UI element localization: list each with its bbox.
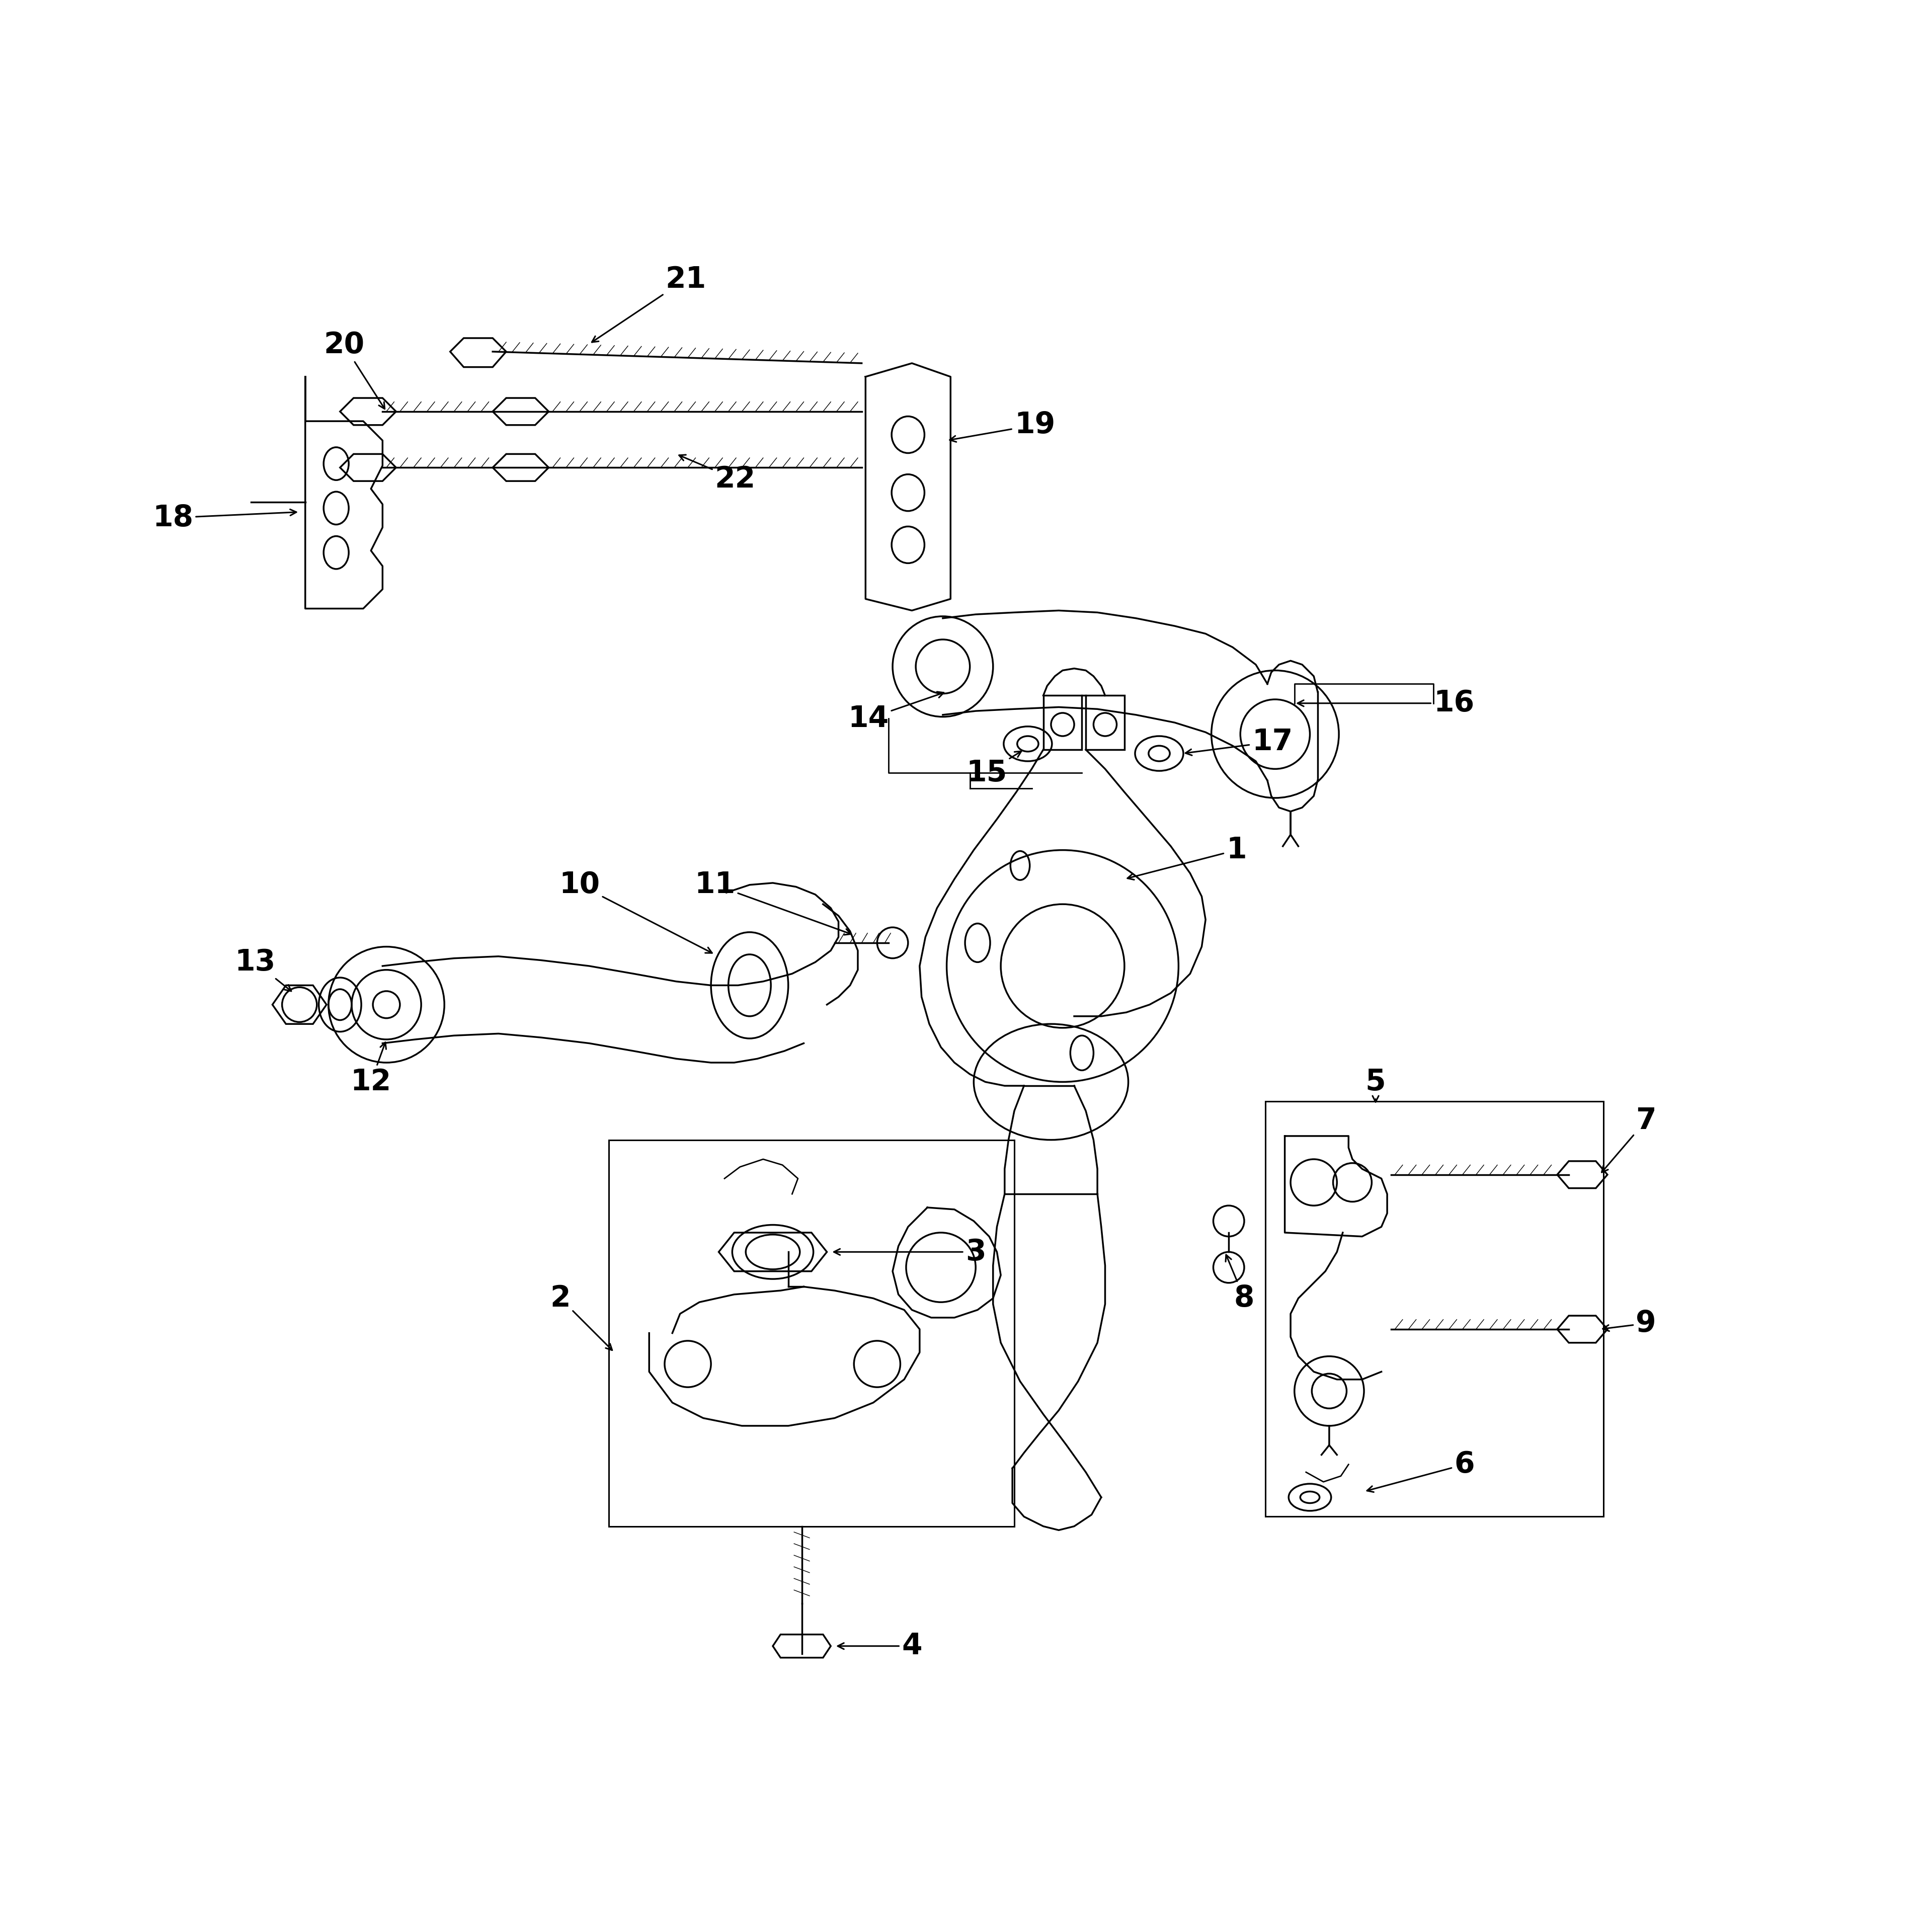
- Text: 11: 11: [694, 871, 850, 935]
- Text: 6: 6: [1368, 1451, 1474, 1492]
- Text: 1: 1: [1128, 837, 1246, 879]
- Text: 17: 17: [1186, 728, 1293, 755]
- Text: 2: 2: [551, 1285, 612, 1350]
- Text: 12: 12: [350, 1043, 392, 1095]
- Text: 10: 10: [558, 871, 713, 952]
- Text: 4: 4: [838, 1633, 922, 1660]
- Bar: [609, 1140, 1014, 1526]
- Text: 7: 7: [1602, 1107, 1656, 1173]
- Text: 9: 9: [1604, 1310, 1656, 1337]
- Bar: [1043, 696, 1082, 750]
- Text: 3: 3: [835, 1238, 985, 1265]
- Text: 19: 19: [951, 412, 1055, 442]
- Bar: [1086, 696, 1124, 750]
- Text: 20: 20: [323, 330, 384, 410]
- Text: 5: 5: [1366, 1068, 1385, 1101]
- Text: 13: 13: [234, 949, 292, 991]
- Text: 8: 8: [1225, 1254, 1254, 1312]
- Text: 14: 14: [848, 692, 943, 732]
- Bar: [1265, 1101, 1604, 1517]
- Text: 16: 16: [1298, 690, 1474, 717]
- Text: 21: 21: [591, 265, 707, 342]
- Text: 15: 15: [966, 752, 1022, 786]
- Text: 18: 18: [153, 504, 296, 531]
- Text: 22: 22: [678, 454, 755, 493]
